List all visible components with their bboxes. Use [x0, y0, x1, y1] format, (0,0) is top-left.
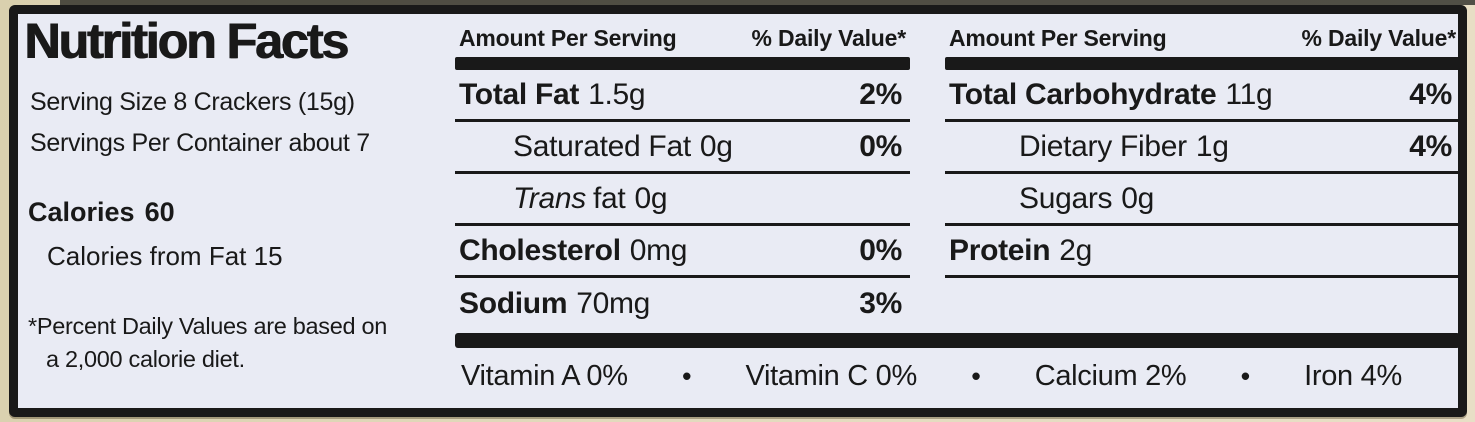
nutrient-row-sodium: Sodium 70mg 3% — [455, 278, 910, 330]
amount-per-serving-header: Amount Per Serving — [949, 25, 1167, 51]
nutrient-name: Dietary Fiber — [1019, 129, 1187, 163]
servings-per-container: Servings Per Container about 7 — [30, 129, 370, 157]
nutrient-row-total-fat: Total Fat 1.5g 2% — [455, 70, 910, 122]
vitamin-c-value: Vitamin C 0% — [745, 359, 917, 392]
nutrient-name: Protein — [949, 233, 1051, 267]
nutrient-amount: 0g — [1121, 181, 1155, 215]
vitamin-a-value: Vitamin A 0% — [461, 359, 628, 392]
header-divider-bar — [945, 57, 1460, 70]
nutrient-name: Saturated Fat — [513, 129, 691, 163]
calories-label: Calories — [28, 197, 135, 227]
bullet-separator: • — [971, 360, 981, 391]
column-header: Amount Per Serving % Daily Value* — [945, 20, 1460, 54]
column-header: Amount Per Serving % Daily Value* — [455, 20, 910, 54]
nutrient-row-protein: Protein 2g — [945, 226, 1460, 278]
amount-per-serving-header: Amount Per Serving — [459, 25, 677, 51]
nutrient-daily-value: 4% — [1409, 129, 1452, 163]
nutrient-row-saturated-fat: Saturated Fat 0g 0% — [455, 122, 910, 174]
daily-value-header: % Daily Value* — [751, 25, 907, 51]
nutrient-name: Sugars — [1019, 181, 1113, 215]
nutrient-row-trans-fat: Trans fat 0g — [455, 174, 910, 226]
calories-from-fat: Calories from Fat 15 — [47, 241, 283, 271]
nutrient-row-cholesterol: Cholesterol 0mg 0% — [455, 226, 910, 278]
nutrient-column-carb-protein: Amount Per Serving % Daily Value* Total … — [945, 20, 1460, 278]
nutrient-name: fat — [592, 181, 626, 215]
nutrient-amount: 0g — [699, 129, 733, 163]
nutrient-amount: 2g — [1059, 233, 1093, 267]
nutrient-amount: 11g — [1225, 77, 1273, 111]
nutrient-amount: 1g — [1195, 129, 1229, 163]
nutrient-row-total-carbohydrate: Total Carbohydrate 11g 4% — [945, 70, 1460, 122]
nutrient-row-dietary-fiber: Dietary Fiber 1g 4% — [945, 122, 1460, 174]
nutrient-daily-value: 4% — [1409, 77, 1452, 111]
calcium-value: Calcium 2% — [1034, 359, 1187, 392]
scan-edge-strip — [60, 0, 1475, 5]
calories-value: 60 — [144, 197, 175, 227]
nutrient-row-sugars: Sugars 0g — [945, 174, 1460, 226]
header-divider-bar — [455, 57, 910, 70]
nutrient-amount: 70mg — [576, 287, 651, 320]
nutrient-daily-value: 0% — [859, 233, 902, 267]
footnote-line-1: *Percent Daily Values are based on — [28, 313, 388, 339]
nutrient-daily-value: 2% — [859, 77, 902, 111]
calories-line: Calories 60 — [28, 197, 175, 228]
nutrient-amount: 0g — [634, 181, 668, 215]
vitamins-row: Vitamin A 0% • Vitamin C 0% • Calcium 2%… — [455, 353, 1460, 399]
nutrient-name-italic: Trans — [513, 181, 586, 215]
nutrient-daily-value: 0% — [859, 129, 902, 163]
nutrient-amount: 0mg — [629, 233, 688, 267]
serving-size: Serving Size 8 Crackers (15g) — [30, 88, 355, 116]
bottom-divider-bar — [455, 333, 1460, 348]
label-title: Nutrition Facts — [24, 13, 349, 69]
nutrient-amount: 1.5g — [588, 77, 646, 111]
nutrient-name: Sodium — [459, 287, 568, 320]
nutrient-name: Total Carbohydrate — [949, 77, 1217, 111]
nutrient-daily-value: 3% — [859, 287, 902, 320]
nutrient-column-fat-sodium: Amount Per Serving % Daily Value* Total … — [455, 20, 910, 330]
label-frame — [9, 5, 1467, 417]
bullet-separator: • — [682, 360, 691, 391]
nutrient-name: Cholesterol — [459, 233, 621, 267]
daily-value-header: % Daily Value* — [1301, 25, 1457, 51]
nutrient-name: Total Fat — [459, 77, 580, 111]
bullet-separator: • — [1240, 360, 1250, 391]
footnote-line-2: a 2,000 calorie diet. — [46, 346, 245, 372]
iron-value: Iron 4% — [1304, 359, 1402, 392]
